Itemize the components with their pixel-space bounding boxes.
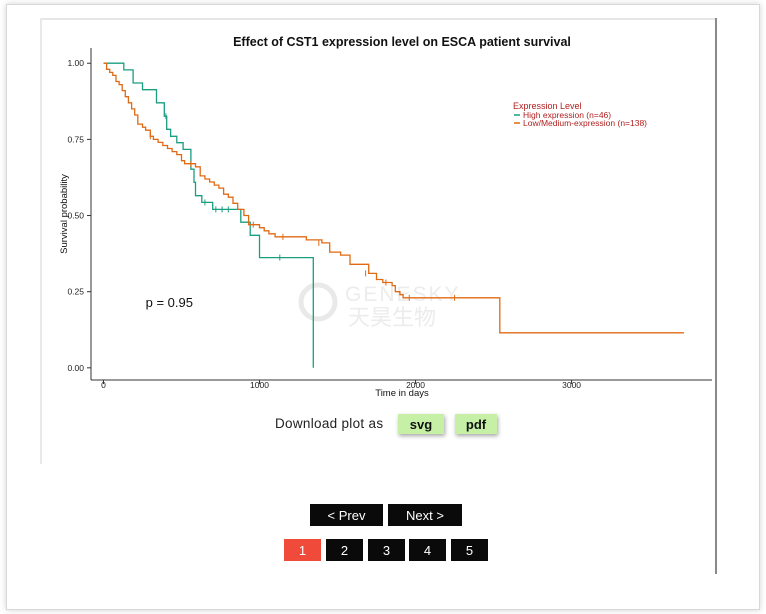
panel-top-border	[40, 18, 716, 20]
download-svg-button[interactable]: svg	[398, 414, 444, 434]
x-tick-label: 3000	[562, 380, 581, 390]
x-tick-label: 0	[101, 380, 106, 390]
panel-right-border	[715, 18, 717, 574]
watermark: GENESKY 天昊生物	[298, 282, 459, 331]
panel-left-border	[40, 18, 42, 464]
page-4-button[interactable]: 4	[409, 539, 446, 561]
y-tick-label: 0.75	[67, 134, 84, 144]
x-tick-label: 1000	[250, 380, 269, 390]
download-pdf-button[interactable]: pdf	[455, 414, 497, 434]
next-button[interactable]: Next >	[388, 504, 462, 526]
p-value-annotation: p = 0.95	[146, 295, 193, 310]
watermark-text-cn: 天昊生物	[348, 306, 436, 331]
y-axis-ticks: 0.00 0.25 0.50 0.75 1.00	[67, 58, 91, 373]
y-tick-label: 0.00	[67, 363, 84, 373]
legend-entry-high: High expression (n=46)	[523, 110, 611, 120]
watermark-logo-icon	[298, 282, 338, 322]
x-axis-label: Time in days	[375, 388, 429, 399]
x-axis-ticks: 0 1000 2000 3000	[101, 380, 581, 390]
series-line-high	[103, 62, 314, 368]
legend-entry-low: Low/Medium-expression (n=138)	[523, 118, 647, 128]
series-group	[103, 62, 684, 368]
page-1-button[interactable]: 1	[284, 539, 321, 561]
chart-title: Effect of CST1 expression level on ESCA …	[233, 35, 571, 49]
page-2-button[interactable]: 2	[326, 539, 363, 561]
series-line-low	[103, 62, 684, 334]
download-bar: Download plot as svg pdf	[0, 410, 766, 440]
legend: Expression Level High expression (n=46) …	[513, 101, 647, 128]
y-tick-label: 0.25	[67, 287, 84, 297]
y-tick-label: 0.50	[67, 211, 84, 221]
prev-button[interactable]: < Prev	[310, 504, 383, 526]
download-label: Download plot as	[275, 416, 384, 431]
page-5-button[interactable]: 5	[451, 539, 488, 561]
survival-chart: GENESKY 天昊生物 Effect of CST1 expression l…	[59, 35, 712, 399]
y-tick-label: 1.00	[67, 58, 84, 68]
page-3-button[interactable]: 3	[368, 539, 405, 561]
legend-title: Expression Level	[513, 101, 582, 111]
x-tick-label: 2000	[406, 380, 425, 390]
y-axis-label: Survival probability	[59, 174, 70, 254]
